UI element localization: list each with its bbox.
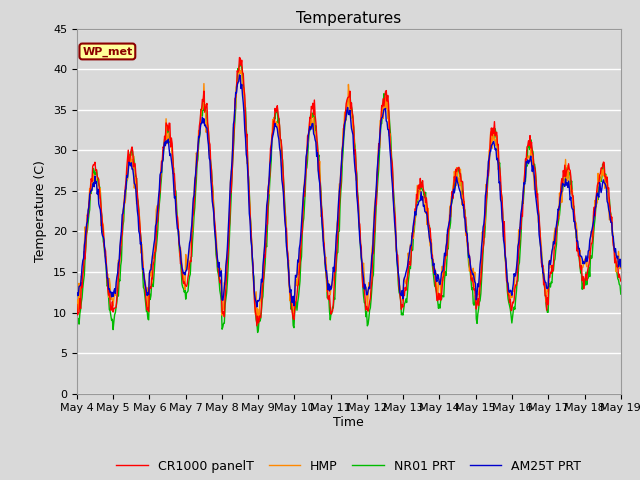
CR1000 panelT (194, 145, 202, 151)
HMP (73, 300, 81, 306)
CR1000 panelT (73, 302, 81, 308)
NR01 PRT (433, 288, 440, 294)
HMP (290, 316, 298, 322)
HMP (194, 150, 202, 156)
HMP (417, 187, 424, 193)
AM25T PRT (73, 293, 81, 299)
CR1000 panelT (83, 229, 90, 235)
NR01 PRT (83, 230, 90, 236)
HMP (433, 271, 440, 276)
CR1000 panelT (139, 259, 147, 264)
AM25T PRT (417, 198, 424, 204)
AM25T PRT (236, 72, 243, 78)
NR01 PRT (73, 311, 81, 316)
AM25T PRT (194, 145, 202, 151)
NR01 PRT (194, 156, 202, 162)
AM25T PRT (433, 277, 440, 283)
AM25T PRT (83, 221, 90, 227)
Line: HMP: HMP (77, 68, 621, 319)
CR1000 panelT (253, 323, 260, 329)
Title: Temperatures: Temperatures (296, 11, 401, 26)
CR1000 panelT (417, 176, 424, 181)
NR01 PRT (617, 291, 625, 297)
AM25T PRT (223, 256, 230, 262)
Text: WP_met: WP_met (82, 47, 132, 57)
HMP (236, 65, 243, 71)
NR01 PRT (254, 330, 262, 336)
CR1000 panelT (617, 278, 625, 284)
Legend: CR1000 panelT, HMP, NR01 PRT, AM25T PRT: CR1000 panelT, HMP, NR01 PRT, AM25T PRT (111, 455, 586, 478)
AM25T PRT (139, 266, 147, 272)
CR1000 panelT (433, 287, 440, 293)
HMP (617, 264, 625, 270)
CR1000 panelT (223, 273, 230, 278)
HMP (139, 251, 147, 257)
X-axis label: Time: Time (333, 416, 364, 429)
CR1000 panelT (236, 55, 243, 60)
Line: NR01 PRT: NR01 PRT (77, 61, 621, 333)
NR01 PRT (236, 58, 244, 64)
NR01 PRT (223, 290, 230, 296)
AM25T PRT (617, 264, 625, 270)
NR01 PRT (139, 266, 147, 272)
HMP (83, 229, 90, 235)
HMP (223, 255, 230, 261)
NR01 PRT (417, 187, 424, 193)
AM25T PRT (253, 304, 260, 310)
Line: AM25T PRT: AM25T PRT (77, 75, 621, 307)
Line: CR1000 panelT: CR1000 panelT (77, 58, 621, 326)
Y-axis label: Temperature (C): Temperature (C) (35, 160, 47, 262)
